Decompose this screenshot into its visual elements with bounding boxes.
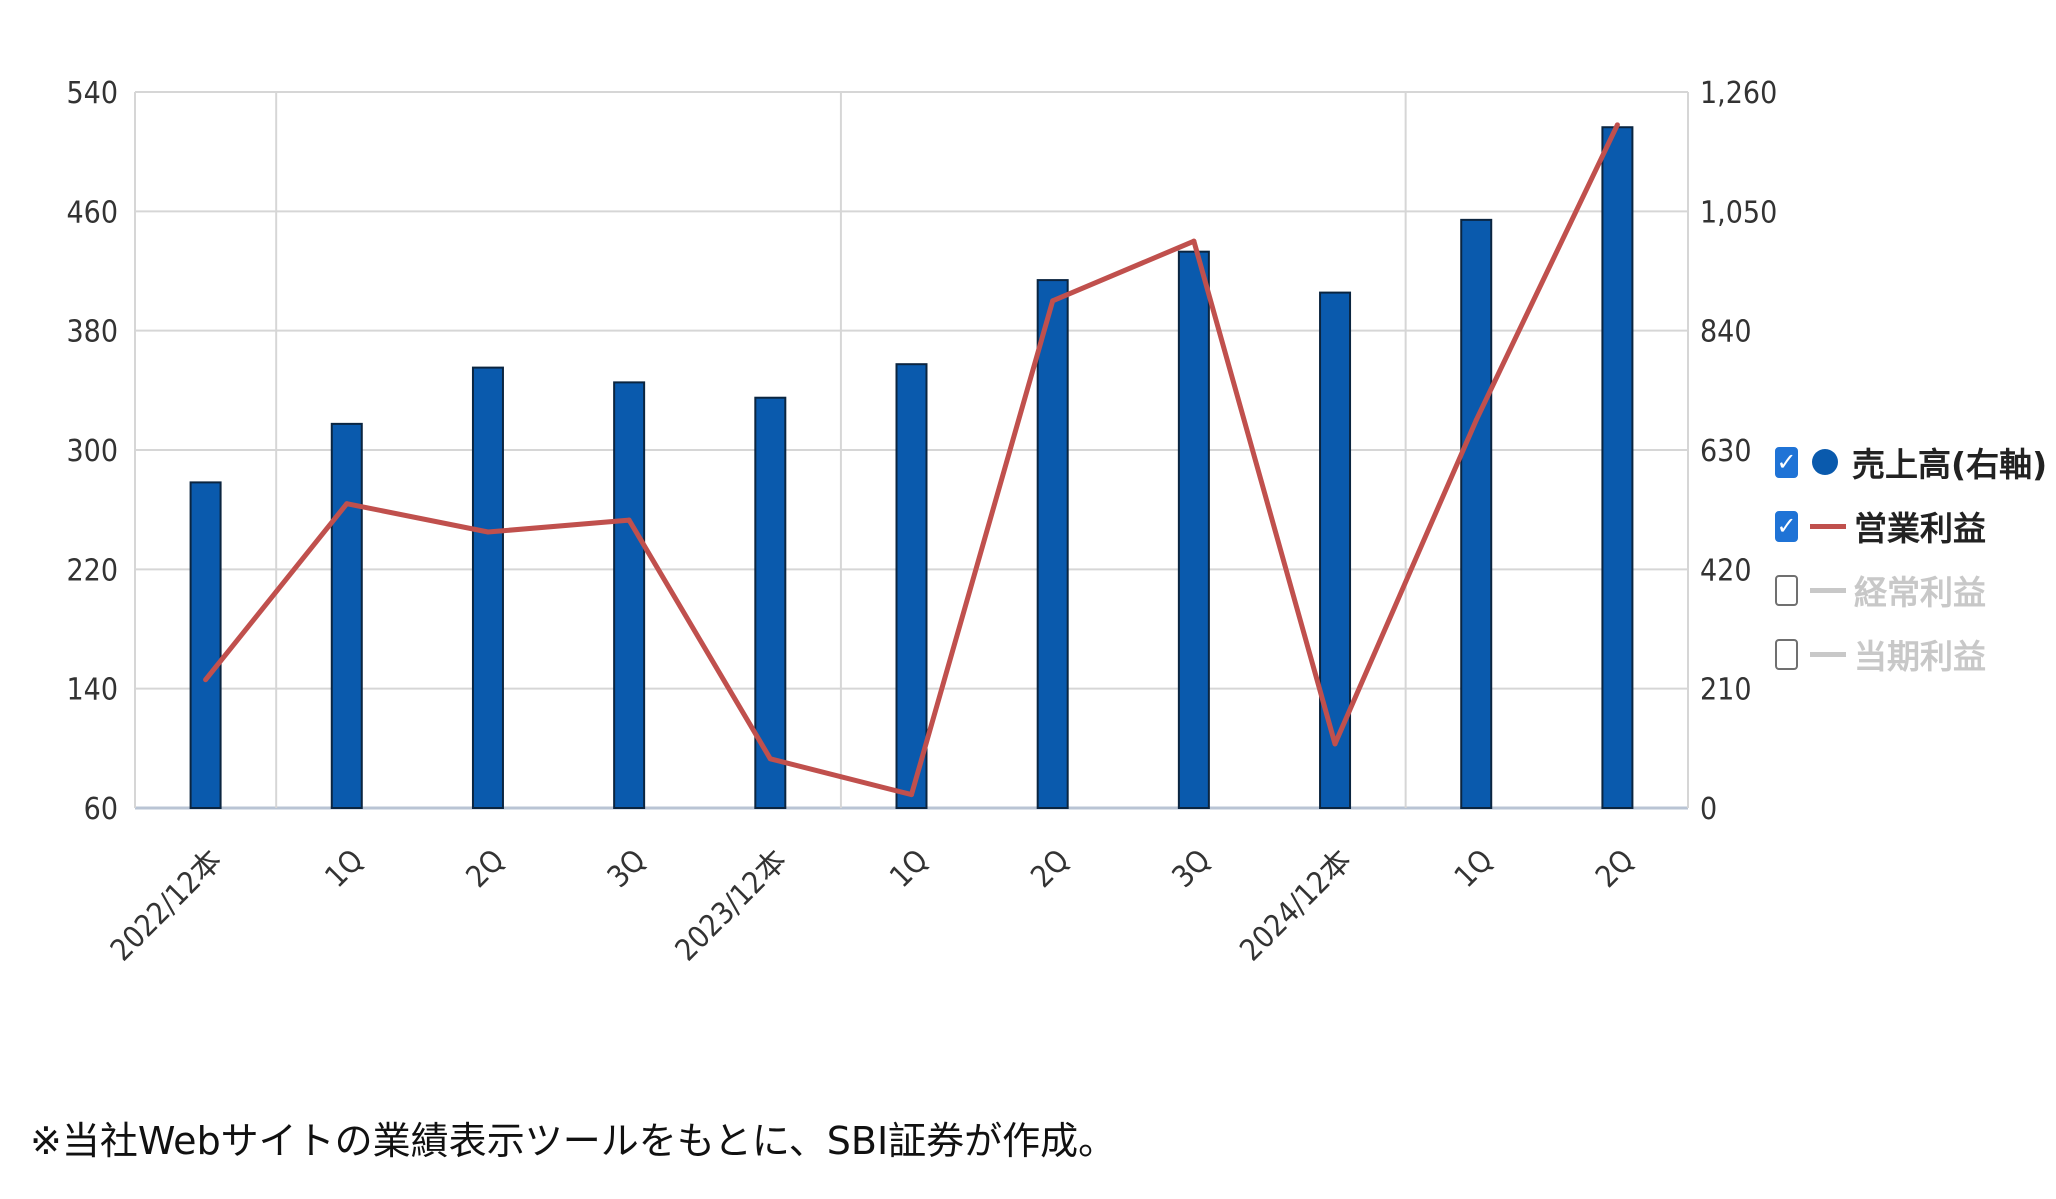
revenue-bar: [1319, 291, 1352, 810]
left-axis-tick-label: 540: [66, 76, 118, 111]
operating-profit-point: [485, 529, 491, 535]
checkbox-unchecked-icon[interactable]: [1775, 574, 1798, 606]
operating-profit-point: [1191, 238, 1197, 244]
line-marker-icon: [1810, 587, 1846, 593]
x-axis-tick-label: 1Q: [883, 843, 935, 895]
revenue-bar: [895, 363, 928, 809]
legend: ✓ 売上高(右軸) ✓ 営業利益 経常利益 当期利益: [1775, 430, 2047, 686]
revenue-bar: [1177, 250, 1210, 809]
legend-label: 営業利益: [1854, 509, 1986, 548]
operating-profit-point: [1614, 122, 1620, 128]
left-axis-tick-label: 60: [84, 792, 118, 827]
legend-item-operating-profit[interactable]: ✓ 営業利益: [1775, 494, 2047, 558]
x-axis-tick-label: 3Q: [1166, 843, 1218, 895]
right-axis-tick-label: 420: [1700, 553, 1752, 588]
x-axis-tick-label: 1Q: [319, 843, 371, 895]
operating-profit-point: [1473, 417, 1479, 423]
revenue-bar: [613, 381, 646, 809]
right-axis-tick-label: 630: [1700, 434, 1752, 469]
revenue-bar: [189, 481, 222, 809]
x-axis-tick-label: 2Q: [460, 843, 512, 895]
x-axis-tick-label: 2Q: [1024, 843, 1076, 895]
line-marker-icon: [1810, 651, 1846, 657]
legend-label: 経常利益: [1854, 573, 1986, 612]
operating-profit-point: [1050, 298, 1056, 304]
operating-profit-point: [1332, 741, 1338, 747]
line-marker-icon: [1810, 523, 1846, 529]
left-axis-tick-label: 380: [66, 315, 118, 350]
gridlines: [134, 91, 1689, 810]
checkbox-checked-icon[interactable]: ✓: [1775, 510, 1798, 542]
legend-label: 売上高(右軸): [1852, 445, 2048, 484]
revenue-bars: [189, 126, 1634, 810]
left-axis-tick-label: 300: [66, 434, 118, 469]
x-axis-tick-label: 2022/12本: [104, 843, 229, 968]
right-axis-tick-label: 840: [1700, 315, 1752, 350]
revenue-bar: [754, 396, 787, 809]
operating-profit-point: [909, 792, 914, 798]
legend-item-ordinary-profit[interactable]: 経常利益: [1775, 558, 2047, 622]
footnote: ※当社Webサイトの業績表示ツールをもとに、SBI証券が作成。: [30, 1119, 1117, 1163]
left-axis-tick-label: 220: [66, 553, 118, 588]
revenue-bar: [1460, 218, 1493, 810]
legend-label: 当期利益: [1854, 637, 1986, 676]
revenue-bar: [330, 422, 363, 809]
right-axis-tick-label: 1,050: [1700, 195, 1777, 230]
right-axis-tick-label: 210: [1700, 673, 1752, 708]
legend-item-net-profit[interactable]: 当期利益: [1775, 622, 2047, 686]
left-axis-tick-label: 140: [66, 673, 118, 708]
x-axis-tick-label: 1Q: [1448, 843, 1500, 895]
revenue-bar: [1036, 279, 1069, 810]
x-axis-tick-label: 2024/12本: [1233, 843, 1358, 968]
x-axis-tick-label: 3Q: [601, 843, 653, 895]
legend-item-revenue[interactable]: ✓ 売上高(右軸): [1775, 430, 2047, 494]
dot-marker-icon: [1812, 449, 1838, 475]
x-axis-tick-label: 2Q: [1589, 843, 1641, 895]
checkbox-checked-icon[interactable]: ✓: [1775, 446, 1798, 478]
operating-profit-point: [626, 517, 632, 523]
operating-profit-point: [203, 677, 209, 683]
checkbox-unchecked-icon[interactable]: [1775, 638, 1798, 670]
x-axis-tick-label: 2023/12本: [669, 843, 794, 968]
operating-profit-point: [767, 756, 773, 762]
left-axis-tick-label: 460: [66, 195, 118, 230]
right-axis-tick-label: 0: [1700, 792, 1717, 827]
right-axis-tick-label: 1,260: [1700, 76, 1777, 111]
operating-profit-line: [203, 122, 1620, 798]
operating-profit-point: [344, 501, 350, 507]
revenue-bar: [1601, 126, 1634, 809]
revenue-bar: [471, 366, 504, 809]
